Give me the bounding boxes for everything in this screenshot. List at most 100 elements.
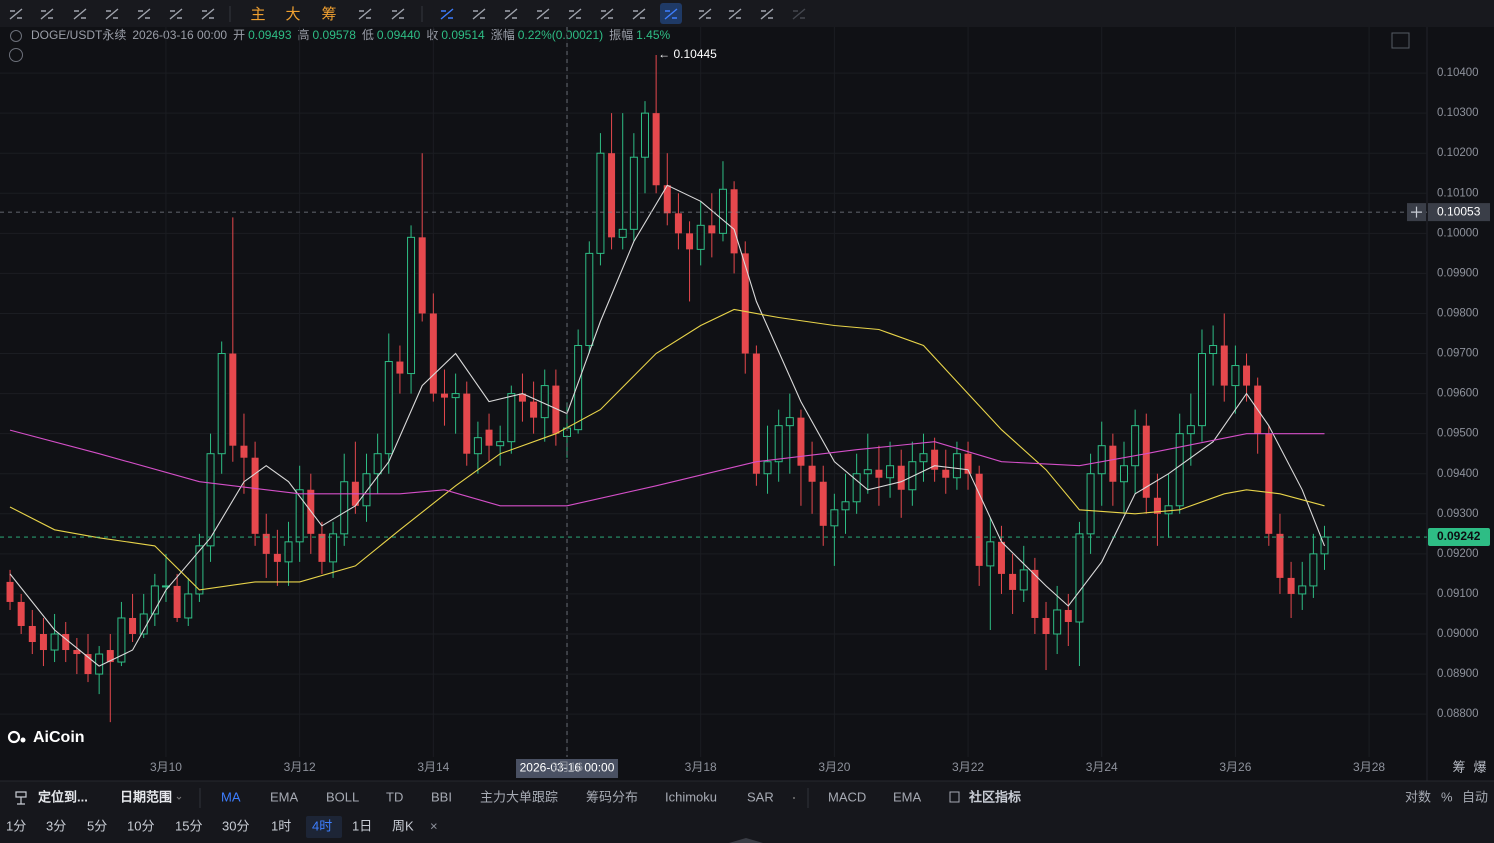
candle-body: [964, 453, 972, 474]
indicator-tab[interactable]: 主力大单跟踪: [480, 789, 558, 804]
interval-tab[interactable]: 3分: [46, 818, 66, 833]
locate-icon: [15, 791, 27, 805]
candle-body: [1175, 433, 1184, 507]
candle-body: [686, 233, 694, 250]
indicator-tab[interactable]: TD: [386, 789, 403, 804]
expand-icon[interactable]: [1391, 32, 1410, 49]
sub-indicator-tab[interactable]: EMA: [893, 789, 922, 804]
toolbar-button[interactable]: 大: [285, 6, 300, 23]
toolbar-icon[interactable]: [105, 8, 119, 20]
candle-body: [919, 453, 928, 463]
candle-body: [1064, 609, 1072, 622]
interval-tab[interactable]: 15分: [175, 818, 202, 833]
candle-body: [284, 541, 293, 563]
x-tick-label: 3月18: [685, 760, 717, 774]
candle-body: [418, 237, 426, 314]
interval-tab[interactable]: 4时: [312, 818, 332, 833]
last-price-label: 0.09242: [1437, 529, 1481, 543]
scale-option[interactable]: 自动: [1462, 789, 1488, 804]
indicator-tab[interactable]: BBI: [431, 789, 452, 804]
toolbar-button[interactable]: 主: [250, 6, 265, 23]
candle-body: [931, 449, 939, 470]
toolbar-icon[interactable]: [504, 8, 518, 20]
candle-body: [718, 188, 727, 234]
axis-corner-button[interactable]: 筹: [1452, 759, 1465, 774]
indicator-tab[interactable]: 筹码分布: [586, 789, 638, 804]
toolbar-icon[interactable]: [201, 8, 215, 20]
candle-body: [1209, 345, 1218, 355]
toolbar-icon[interactable]: [358, 8, 372, 20]
community-tab[interactable]: 社区指标: [968, 789, 1021, 804]
collapse-icon[interactable]: [9, 48, 23, 62]
candle-body: [1287, 577, 1295, 594]
candle-body: [819, 481, 827, 526]
toolbar-icon[interactable]: [440, 8, 454, 20]
y-tick-label: 0.09100: [1437, 588, 1479, 600]
candle-body: [841, 501, 850, 511]
interval-tab[interactable]: 1时: [271, 818, 291, 833]
toolbar-icon[interactable]: [137, 8, 151, 20]
legend-label: 收: [426, 28, 438, 42]
candle-body: [1097, 445, 1106, 475]
legend-value: 0.09440: [377, 28, 421, 42]
toolbar-icon[interactable]: [73, 8, 87, 20]
toolbar-icon[interactable]: [9, 8, 23, 20]
candle-body: [763, 461, 772, 475]
toolbar-icon[interactable]: [600, 8, 614, 20]
toolbar-icon[interactable]: [760, 8, 774, 20]
date-range-button[interactable]: 日期范围: [120, 789, 172, 804]
x-tick-label: 3月26: [1219, 760, 1251, 774]
candle-body: [1075, 533, 1084, 623]
indicator-tab[interactable]: EMA: [270, 789, 299, 804]
legend-time: 2026-03-16 00:00: [132, 28, 227, 42]
toolbar-icon[interactable]: [169, 8, 183, 20]
legend-value: 1.45%: [636, 28, 670, 42]
toolbar-icon[interactable]: [698, 8, 712, 20]
candle-body: [1053, 609, 1062, 635]
candles: [6, 55, 1329, 723]
toolbar-icon[interactable]: [664, 8, 678, 20]
toolbar-icon[interactable]: [472, 8, 486, 20]
interval-tab[interactable]: 1分: [6, 818, 26, 833]
logo-text: AiCoin: [33, 729, 85, 746]
candle-body: [629, 156, 638, 230]
toolbar-button[interactable]: 筹: [321, 6, 336, 23]
candle-body: [1153, 497, 1161, 514]
interval-close[interactable]: ×: [430, 818, 438, 833]
axis-corner-button[interactable]: 爆: [1473, 759, 1486, 774]
y-tick-label: 0.09900: [1437, 267, 1479, 279]
scale-option[interactable]: %: [1441, 789, 1453, 804]
interval-tab[interactable]: 10分: [127, 818, 154, 833]
candle-body: [797, 417, 805, 466]
toolbar-icon[interactable]: [632, 8, 646, 20]
indicator-tab[interactable]: SAR: [747, 789, 774, 804]
ma-lines: [9, 184, 1326, 667]
toolbar-icon[interactable]: [536, 8, 550, 20]
scale-option[interactable]: 对数: [1405, 789, 1431, 804]
candle-body: [173, 585, 181, 618]
indicator-tab[interactable]: BOLL: [326, 789, 359, 804]
visibility-icon[interactable]: [10, 30, 22, 42]
toolbar-icon[interactable]: [728, 8, 742, 20]
bottom-bar: [0, 781, 1494, 843]
toolbar-icon[interactable]: [568, 8, 582, 20]
toolbar-icon[interactable]: [792, 8, 806, 20]
indicator-tab[interactable]: Ichimoku: [665, 789, 717, 804]
sub-indicator-tab[interactable]: MACD: [828, 789, 866, 804]
x-tick-label: 3月12: [284, 760, 316, 774]
x-tick-label: 3月14: [417, 760, 449, 774]
legend-label: 开: [233, 28, 245, 42]
interval-tab[interactable]: 1日: [352, 818, 372, 833]
candle-body: [195, 545, 204, 595]
candle-body: [730, 189, 738, 254]
locate-button[interactable]: 定位到...: [37, 789, 88, 804]
candle-body: [62, 633, 70, 651]
toolbar-icon[interactable]: [391, 8, 405, 20]
toolbar-icon[interactable]: [40, 8, 54, 20]
legend-label: 涨幅: [491, 27, 515, 42]
interval-tab[interactable]: 周K: [392, 818, 414, 833]
indicator-tab[interactable]: MA: [221, 789, 241, 804]
interval-tab[interactable]: 30分: [222, 818, 249, 833]
candle-body: [1042, 617, 1050, 634]
interval-tab[interactable]: 5分: [87, 818, 107, 833]
